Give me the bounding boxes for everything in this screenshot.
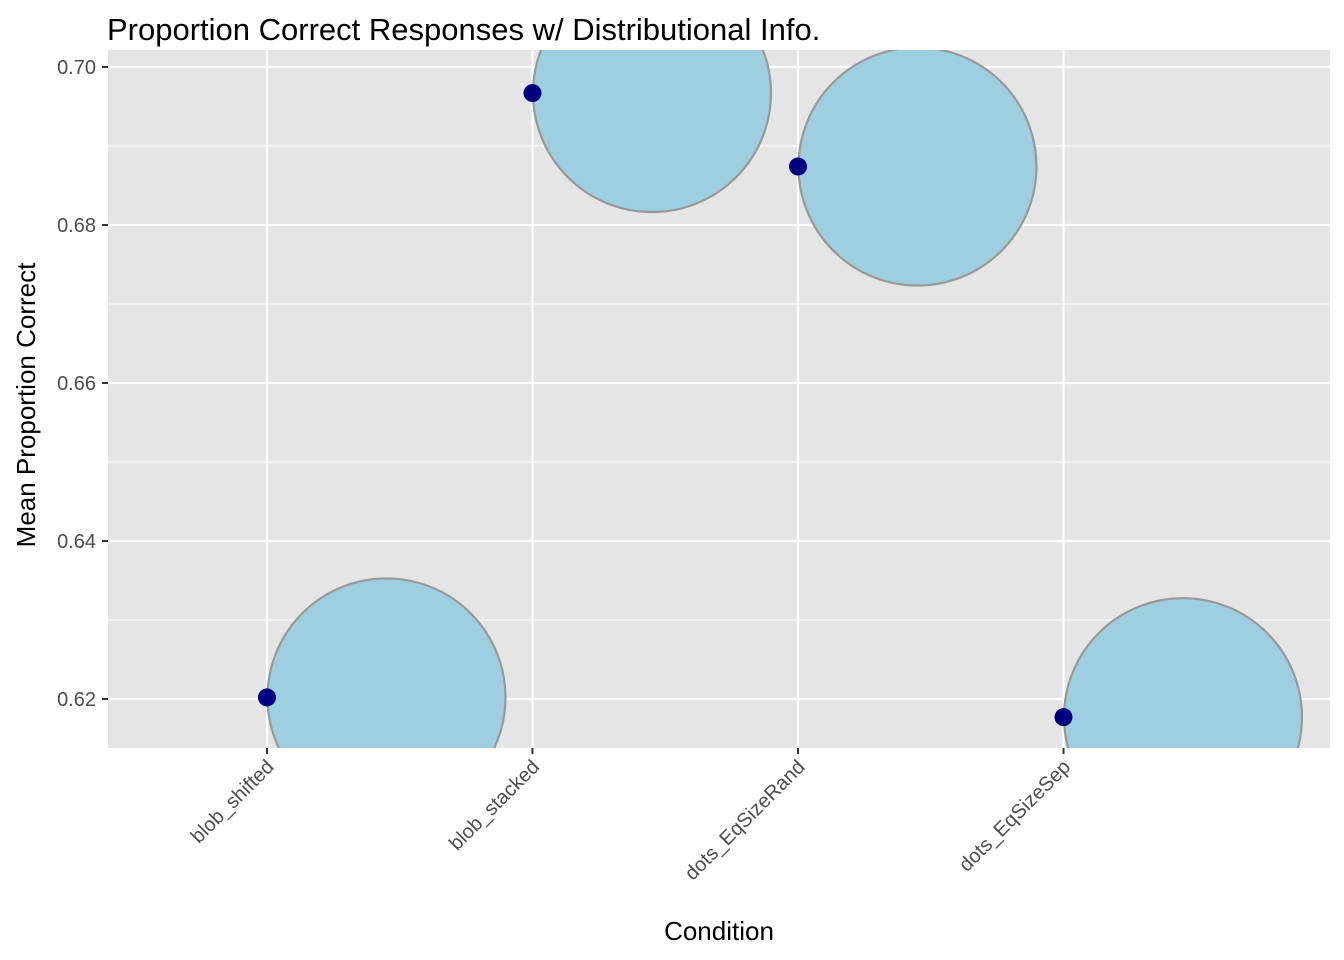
x-tick-label: blob_shifted xyxy=(187,756,279,848)
x-axis-title: Condition xyxy=(664,916,774,946)
major-gridlines xyxy=(108,50,1330,748)
y-tick-label: 0.68 xyxy=(57,215,96,237)
y-tick-label: 0.62 xyxy=(57,689,96,711)
x-axis: blob_shifted blob_stacked dots_EqSizeRand d… xyxy=(187,748,1075,885)
mean-point xyxy=(258,688,276,707)
distribution-circle xyxy=(1062,597,1304,748)
mean-point xyxy=(789,157,807,176)
y-tick-label: 0.64 xyxy=(57,531,96,553)
distribution-circle xyxy=(797,50,1038,287)
mean-point xyxy=(523,84,542,103)
mean-points xyxy=(258,84,1073,727)
y-tick-label: 0.70 xyxy=(57,57,96,79)
chart-title: Proportion Correct Responses w/ Distribu… xyxy=(107,12,820,47)
distribution-circles xyxy=(266,50,1304,748)
y-tick-label: 0.66 xyxy=(57,373,96,395)
distribution-circle xyxy=(266,577,507,748)
x-tick-label: blob_stacked xyxy=(445,756,544,855)
x-tick-label: dots_EqSizeRand xyxy=(681,756,810,885)
mean-point xyxy=(1054,708,1073,727)
x-tick-label: dots_EqSizeSep xyxy=(955,756,1075,876)
y-axis-title: Mean Proportion Correct xyxy=(11,262,41,547)
y-axis: 0.62 0.64 0.66 0.68 0.70 xyxy=(57,57,108,711)
